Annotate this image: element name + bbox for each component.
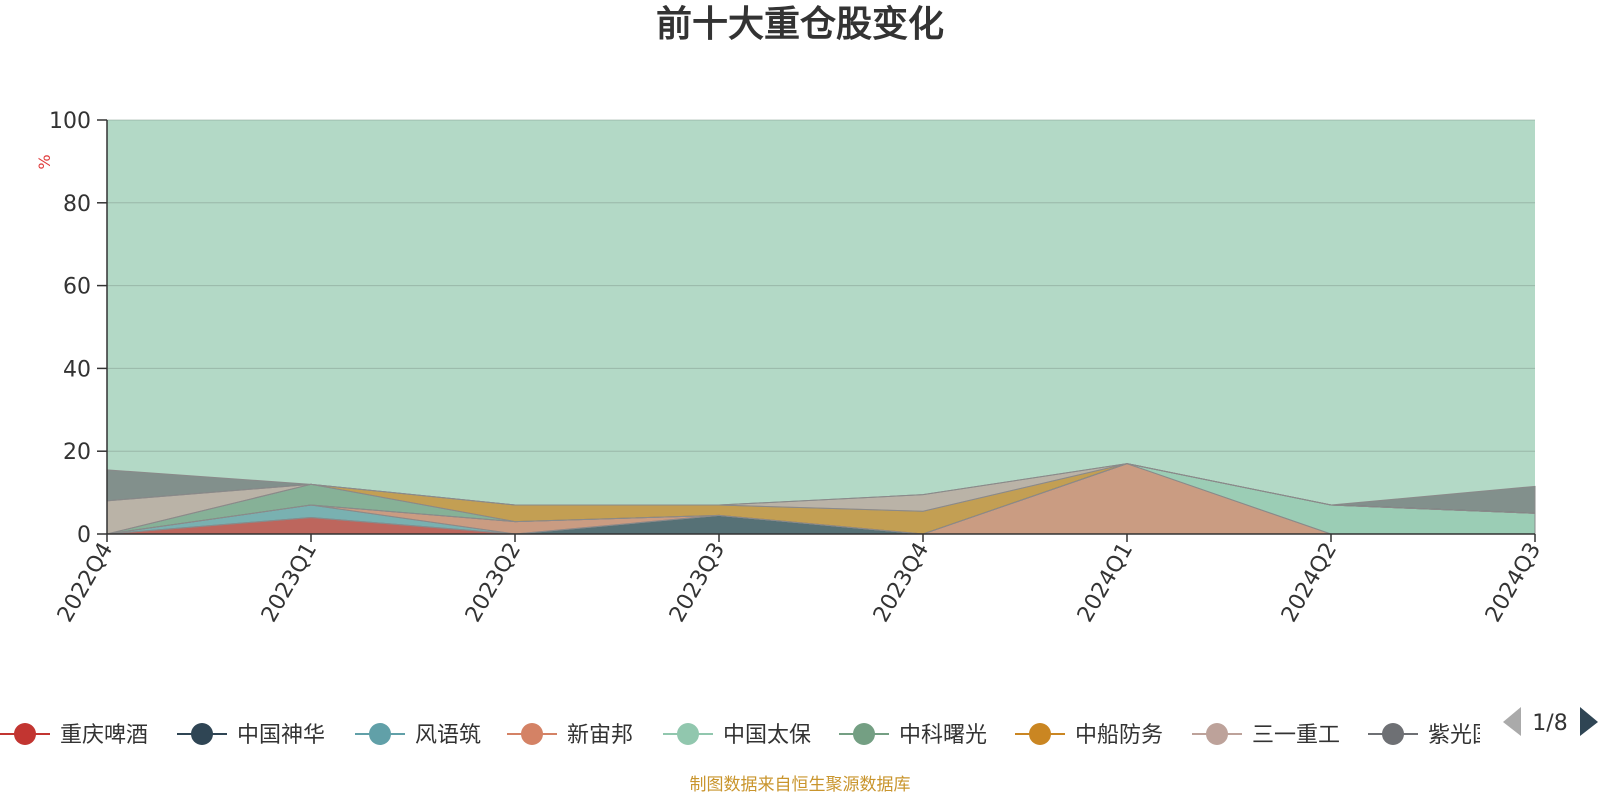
- x-tick-label-7: 2024Q3: [1481, 539, 1546, 627]
- legend[interactable]: 重庆啤酒 中国神华 风语筑 新宙邦 中国太保 中科曙光 中船防务 三一重工 紫光国微: [0, 723, 1516, 748]
- legend-page-indicator: 1/8: [1532, 711, 1567, 736]
- legend-prev-arrow[interactable]: [1503, 707, 1521, 736]
- source-note: 制图数据来自恒生聚源数据库: [690, 775, 911, 795]
- legend-label-2: 风语筑: [415, 723, 481, 748]
- legend-next-arrow[interactable]: [1580, 707, 1598, 736]
- y-tick-label-3: 60: [63, 275, 91, 300]
- area-background: [107, 120, 1535, 534]
- legend-label-4: 中国太保: [723, 723, 811, 748]
- y-tick-label-5: 100: [49, 109, 91, 134]
- legend-label-7: 三一重工: [1252, 723, 1340, 748]
- y-tick-label-0: 0: [77, 523, 91, 548]
- legend-label-5: 中科曙光: [899, 723, 987, 748]
- legend-item-3[interactable]: 新宙邦: [507, 723, 633, 748]
- legend-label-3: 新宙邦: [567, 723, 633, 748]
- x-tick-label-1: 2023Q1: [257, 539, 322, 627]
- x-tick-label-6: 2024Q2: [1277, 539, 1342, 627]
- area-layers: [106, 120, 1536, 535]
- x-tick-label-2: 2023Q2: [461, 539, 526, 627]
- chart-title: 前十大重仓股变化: [656, 3, 944, 45]
- legend-item-4[interactable]: 中国太保: [663, 723, 811, 748]
- y-axis-unit: %: [35, 154, 54, 169]
- legend-label-0: 重庆啤酒: [60, 723, 148, 748]
- legend-label-6: 中船防务: [1075, 723, 1163, 748]
- y-axis: 0 20 40 60 80 100: [49, 109, 108, 548]
- legend-item-7[interactable]: 三一重工: [1192, 723, 1340, 748]
- x-tick-label-3: 2023Q3: [665, 539, 730, 627]
- legend-item-6[interactable]: 中船防务: [1015, 723, 1163, 748]
- legend-item-0[interactable]: 重庆啤酒: [0, 723, 148, 748]
- area-series-8: [106, 463, 1536, 514]
- y-tick-label-1: 20: [63, 440, 91, 465]
- x-tick-label-5: 2024Q1: [1073, 539, 1138, 627]
- x-tick-label-4: 2023Q4: [869, 539, 934, 627]
- legend-pager[interactable]: 1/8: [1503, 707, 1598, 736]
- x-axis: 2022Q4 2023Q1 2023Q2 2023Q3 2023Q4 2024Q1 2024…: [53, 533, 1546, 627]
- y-tick-label-4: 80: [63, 192, 91, 217]
- y-tick-label-2: 40: [63, 357, 91, 382]
- legend-item-5[interactable]: 中科曙光: [839, 723, 987, 748]
- x-tick-label-0: 2022Q4: [53, 539, 118, 627]
- legend-label-8: 紫光国微: [1428, 723, 1516, 748]
- grid-lines: [107, 119, 1535, 452]
- legend-label-1: 中国神华: [237, 723, 325, 748]
- legend-item-2[interactable]: 风语筑: [355, 723, 481, 748]
- legend-item-1[interactable]: 中国神华: [177, 723, 325, 748]
- legend-item-8[interactable]: 紫光国微: [1368, 723, 1516, 748]
